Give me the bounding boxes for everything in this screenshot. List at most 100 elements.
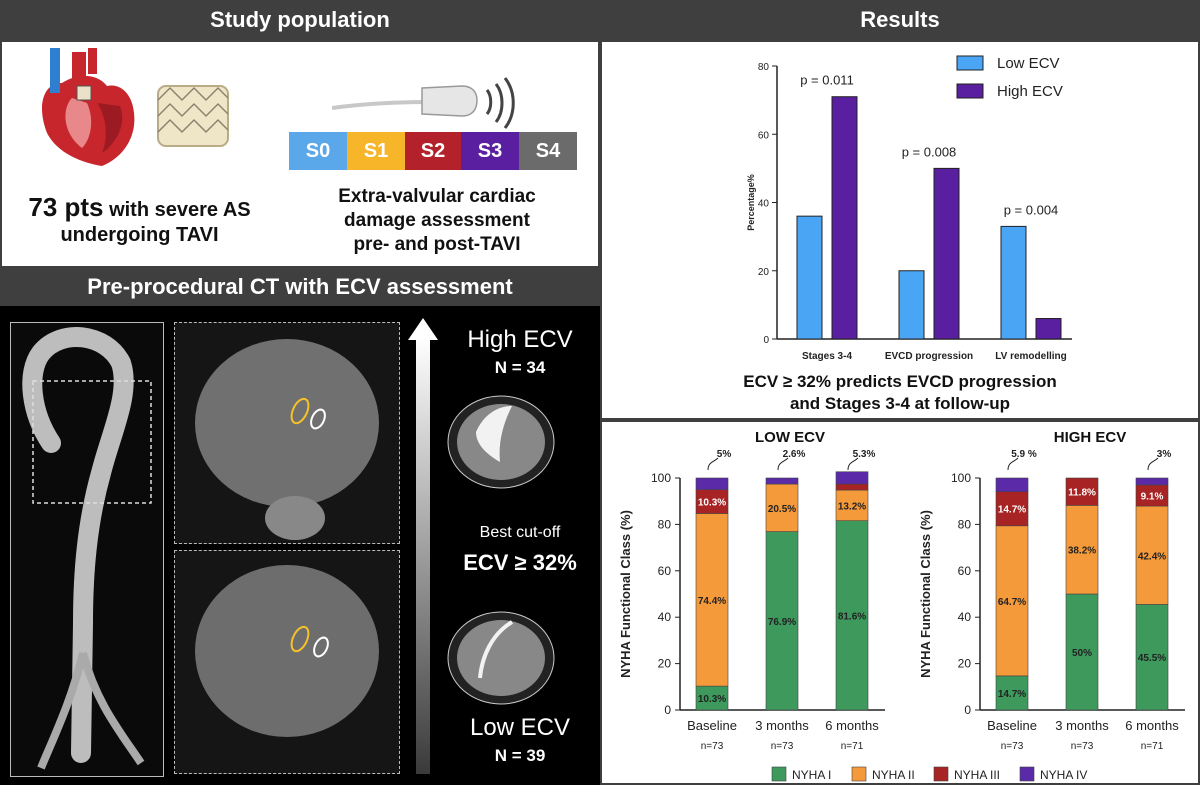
stage-s2: S2 [405,132,461,170]
stages-bar: S0 S1 S2 S3 S4 [289,132,577,170]
bar-segment-nyha-i [835,520,869,711]
ct-axial-image-bottom [174,550,400,774]
nyha-legend-label: NYHA IV [1040,768,1087,782]
y-tick-label: 20 [958,657,972,671]
y-tick-label: 60 [958,564,972,578]
ecv-outcomes-bar-chart: 0 20 40 60 80 Percentage% Stages 3-4 p = 0.011 E… [746,55,1072,362]
y-tick-label: 20 [658,657,672,671]
callout-line [1007,457,1019,471]
results-caption-line1: ECV ≥ 32% predicts EVCD progression [743,372,1057,391]
bar-segment-nyha-iii [995,491,1029,527]
assessment-line3: pre- and post-TAVI [353,234,521,255]
n-label: n=71 [841,741,864,752]
study-population-panel: 73 pts with severe AS undergoing TAVI S0… [0,40,600,268]
ct-panel: High ECV N = 34 Best cut-off ECV ≥ 32% L… [0,306,600,785]
bar-segment-nyha-ii [1135,505,1169,605]
segment-label: 74.4% [698,596,726,607]
x-tick-label: LV remodelling [995,351,1067,362]
bar-segment-nyha-ii [695,513,729,687]
assessment-line1: Extra-valvular cardiac [338,186,536,207]
cutoff-value: ECV ≥ 32% [463,550,577,575]
population-line2: undergoing TAVI [60,224,219,246]
segment-label: 13.2% [838,501,866,512]
bar-segment-nyha-iii [835,483,869,491]
valve-thick-icon [447,395,555,489]
legend-label: Low ECV [997,55,1060,72]
segment-label: 76.9% [768,617,796,628]
nyha-legend-swatch [1019,766,1035,782]
bar-high-ecv [831,96,858,340]
top-callout-label: 2.6% [783,449,806,460]
stage-s1: S1 [347,132,405,170]
y-axis-label: Percentage% [746,174,756,231]
bar-low-ecv [898,270,925,340]
p-value-label: p = 0.004 [1004,202,1059,217]
high-ecv-n: N = 34 [494,358,546,377]
low-ecv-n: N = 39 [494,746,546,765]
ct-aorta-image [10,322,164,777]
bar-segment-nyha-ii [1065,505,1099,595]
x-tick-label: 6 months [825,718,879,733]
nyha-chart-high-ecv: HIGH ECV 0 20 40 60 80 100 NYHA Functional Clas… [918,429,1185,752]
y-tick-label: 40 [758,199,770,210]
bar-segment-nyha-i [1135,604,1169,711]
y-tick-label: 0 [964,703,971,717]
n-label: n=73 [771,741,794,752]
y-tick-label: 40 [958,610,972,624]
segment-label: 38.2% [1068,546,1096,557]
n-label: n=73 [1001,741,1024,752]
bar-segment-nyha-iv [695,477,729,490]
nyha-legend-label: NYHA II [872,768,915,782]
bar-low-ecv [796,215,823,340]
segment-label: 81.6% [838,611,866,622]
y-tick-label: 40 [658,610,672,624]
tavi-valve-illustration [157,85,229,147]
bar-segment-nyha-iv [835,471,869,485]
legend-label: High ECV [997,83,1063,100]
stage-s3: S3 [461,132,519,170]
nyha-legend-swatch [851,766,867,782]
n-label: n=71 [1141,741,1164,752]
bar-segment-nyha-ii [765,483,799,532]
bar-segment-nyha-iv [995,477,1029,492]
segment-label: 11.8% [1068,488,1096,499]
segment-label: 50% [1072,648,1092,659]
x-tick-label: Baseline [987,718,1037,733]
segment-label: 20.5% [768,504,796,515]
segment-label: 10.3% [698,694,726,705]
callout-line [777,457,789,471]
segment-label: 42.4% [1138,551,1166,562]
results-caption-line2: and Stages 3-4 at follow-up [789,394,1011,413]
n-label: n=73 [701,741,724,752]
segment-label: 14.7% [998,689,1026,700]
bar-segment-nyha-ii [995,525,1029,677]
x-tick-label: EVCD progression [885,351,973,362]
p-value-label: p = 0.008 [902,144,957,159]
chart-title: HIGH ECV [1054,429,1127,446]
bar-segment-nyha-iv [1135,477,1169,486]
y-tick-label: 100 [651,471,671,485]
callout-line [707,457,719,471]
bar-low-ecv [1000,225,1027,340]
segment-label: 10.3% [698,498,726,509]
valve-thin-icon [447,611,555,705]
top-callout-label: 5% [717,449,732,460]
results-bar-chart-panel: 0 20 40 60 80 Percentage% Stages 3-4 p = 0.011 E… [600,40,1200,420]
y-tick-label: 0 [763,335,769,346]
y-tick-label: 80 [658,517,672,531]
top-callout-label: 5.3% [853,449,876,460]
population-count: 73 pts [28,192,104,222]
nyha-chart-low-ecv: LOW ECV 0 20 40 60 80 100 NYHA Functional Class… [618,429,885,752]
bar-segment-nyha-i [1065,593,1099,711]
heart-illustration [42,48,135,166]
y-axis-label: NYHA Functional Class (%) [618,510,633,678]
population-count-text: 73 pts with severe AS [2,192,277,223]
segment-label: 14.7% [998,505,1026,516]
cutoff-label: Best cut-off [479,524,561,541]
nyha-stacked-charts: LOW ECV 0 20 40 60 80 100 NYHA Functional Class… [618,429,1185,782]
top-callout-label: 3% [1157,449,1172,460]
p-value-label: p = 0.011 [800,73,854,88]
y-tick-label: 80 [758,62,770,73]
x-tick-label: 6 months [1125,718,1179,733]
callout-line [847,457,859,471]
